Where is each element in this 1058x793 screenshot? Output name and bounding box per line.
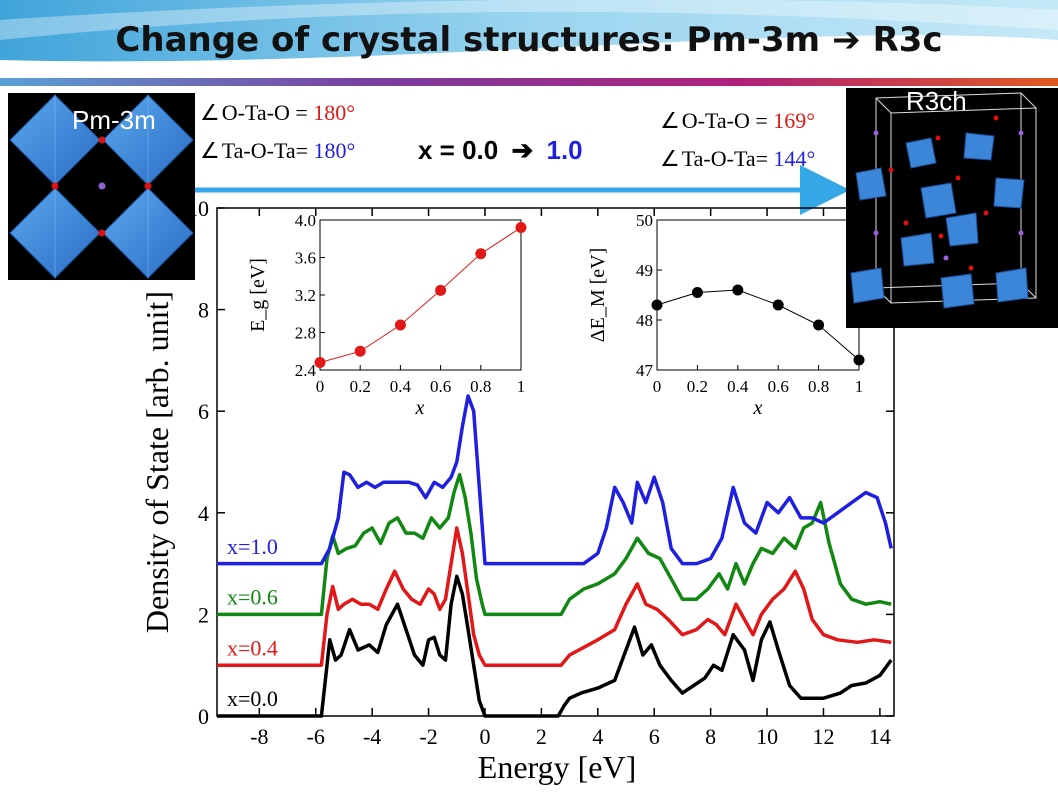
inset-x-tick-label: 0.4 (390, 377, 412, 396)
main-y-tick-label: 4 (198, 501, 209, 526)
main-y-tick-label: 6 (198, 399, 209, 424)
main-x-tick-label: -8 (250, 724, 268, 749)
title-right: R3c (872, 20, 943, 60)
series-label-x=0.0: x=0.0 (227, 686, 278, 711)
inset-data-point (354, 345, 366, 357)
inset-x-tick-label: 1 (517, 377, 526, 396)
inset-data-point (853, 354, 865, 366)
main-x-tick-label: 10 (756, 724, 778, 749)
right-angle-2-label: Ta-O-Ta= (681, 146, 774, 171)
inset-x-tick-label: 0.6 (430, 377, 451, 396)
inset-data-point (314, 357, 326, 368)
inset-x-tick-label: 0 (653, 377, 662, 396)
slide-title: Change of crystal structures: Pm-3m ➔ R3c (0, 20, 1058, 60)
angle-symbol-icon: ∠ (200, 138, 220, 163)
cubic-structure-image: Pm-3m (8, 93, 195, 280)
inset-data-point (394, 319, 406, 331)
main-y-axis-label: Density of State [arb. unit] (139, 291, 175, 633)
main-x-tick-label: 8 (705, 724, 716, 749)
inset-x-tick-label: 0.2 (350, 377, 371, 396)
composition-range: x = 0.0 ➔ 1.0 (418, 135, 583, 166)
main-x-tick-label: -6 (307, 724, 325, 749)
angle-symbol-icon: ∠ (200, 100, 220, 125)
inset-y-tick-label: 49 (636, 261, 653, 280)
main-x-tick-label: 12 (812, 724, 834, 749)
left-structure-label: Pm-3m (72, 105, 156, 135)
main-x-tick-label: -2 (419, 724, 437, 749)
right-angle-1-label: O-Ta-O = (681, 108, 774, 133)
series-label-x=1.0: x=1.0 (227, 534, 278, 559)
inset-series-line (656, 289, 860, 361)
left-angle-1-label: O-Ta-O = (221, 100, 314, 125)
title-left: Change of crystal structures: Pm-3m (115, 20, 821, 60)
angle-symbol-icon: ∠ (660, 108, 680, 133)
title-arrow-icon: ➔ (832, 20, 861, 60)
inset-y-tick-label: 2.4 (295, 361, 317, 380)
main-y-tick-label: 2 (198, 602, 209, 627)
inset-y-tick-label: 50 (636, 211, 653, 230)
main-x-axis-label: Energy [eV] (478, 749, 636, 785)
inset-y-tick-label: 3.6 (295, 249, 316, 268)
main-x-tick-label: 0 (479, 724, 490, 749)
inset-dem-frame (656, 219, 860, 371)
inset-eg-frame (319, 219, 522, 371)
inset-x-tick-label: 1 (855, 377, 864, 396)
main-x-tick-label: 14 (869, 724, 891, 749)
right-angle-2-value: 144° (773, 146, 816, 171)
inset-data-point (515, 222, 527, 233)
series-label-x=0.6: x=0.6 (227, 585, 278, 610)
series-label-x=0.4: x=0.4 (227, 635, 278, 660)
inset-data-point (732, 284, 744, 296)
right-angle-1-value: 169° (773, 108, 816, 133)
inset-x-tick-label: 0 (316, 377, 325, 396)
left-angle-2-label: Ta-O-Ta= (221, 138, 314, 163)
inset-y-tick-label: 47 (636, 361, 654, 380)
inset-eg-y-label: E_g [eV] (247, 258, 269, 332)
inset-x-tick-label: 0.2 (687, 377, 708, 396)
inset-dem-x-label: x (753, 397, 763, 419)
inset-data-point (772, 299, 784, 311)
main-x-tick-label: -4 (363, 724, 381, 749)
octahedra-icon (9, 94, 194, 279)
inset-y-tick-label: 4.0 (295, 211, 316, 230)
inset-y-tick-label: 3.2 (295, 286, 316, 305)
dos-series-x=0.6 (217, 472, 892, 617)
inset-series-line (319, 227, 522, 363)
x-range-end: 1.0 (546, 135, 583, 165)
dos-series-x=0.4 (217, 526, 892, 667)
inset-y-tick-label: 2.8 (295, 324, 316, 343)
left-angle-1-value: 180° (313, 100, 356, 125)
left-bond-angles: ∠O-Ta-O = 180° ∠Ta-O-Ta= 180° (200, 100, 355, 176)
tilted-octahedra-icon (850, 92, 1037, 309)
angle-symbol-icon: ∠ (660, 146, 680, 171)
inset-y-tick-label: 48 (636, 311, 653, 330)
main-x-tick-label: 6 (649, 724, 660, 749)
inset-x-tick-label: 0.8 (808, 377, 829, 396)
main-y-tick-label: 8 (198, 298, 209, 323)
main-x-tick-label: 2 (536, 724, 547, 749)
inset-x-tick-label: 0.4 (727, 377, 749, 396)
inset-dem-y-label: ΔE_M [eV] (587, 248, 609, 343)
inset-data-point (813, 319, 825, 331)
inset-x-tick-label: 0.6 (768, 377, 789, 396)
rhombohedral-structure-image: R3ch (846, 86, 1058, 328)
main-y-tick-label: 0 (198, 704, 209, 729)
dos-series-x=0.0 (217, 574, 893, 718)
right-bond-angles: ∠O-Ta-O = 169° ∠Ta-O-Ta= 144° (660, 108, 815, 184)
inset-data-point (691, 287, 703, 298)
inset-data-point (651, 299, 663, 311)
main-x-tick-label: 4 (592, 724, 603, 749)
x-range-arrow-icon: ➔ (511, 135, 534, 165)
header-band (0, 0, 1058, 86)
right-structure-label: R3ch (906, 86, 967, 116)
inset-eg-x-label: x (415, 397, 425, 419)
left-angle-2-value: 180° (313, 138, 356, 163)
x-range-start: x = 0.0 (418, 135, 499, 165)
inset-data-point (475, 248, 487, 260)
inset-data-point (435, 284, 447, 296)
inset-x-tick-label: 0.8 (470, 377, 491, 396)
dos-series-x=1.0 (217, 394, 893, 566)
